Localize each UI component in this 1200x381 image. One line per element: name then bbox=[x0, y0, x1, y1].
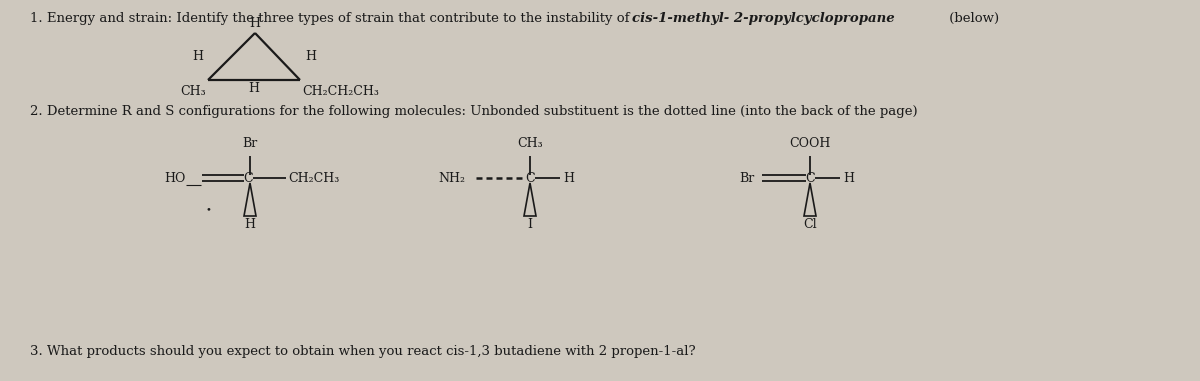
Text: C: C bbox=[805, 173, 815, 186]
Text: cis-1-methyl- 2-propylcyclopropane: cis-1-methyl- 2-propylcyclopropane bbox=[632, 12, 895, 25]
Text: CH₂CH₂CH₃: CH₂CH₂CH₃ bbox=[302, 85, 379, 98]
Text: COOH: COOH bbox=[790, 137, 830, 150]
Text: Br: Br bbox=[242, 137, 258, 150]
Text: CH₃: CH₃ bbox=[517, 137, 542, 150]
Text: H: H bbox=[192, 50, 203, 62]
Text: 1. Energy and strain: Identify the three types of strain that contribute to the : 1. Energy and strain: Identify the three… bbox=[30, 12, 634, 25]
Text: C: C bbox=[526, 173, 535, 186]
Text: Br: Br bbox=[739, 173, 755, 186]
Text: 3. What products should you expect to obtain when you react cis-1,3 butadiene wi: 3. What products should you expect to ob… bbox=[30, 345, 696, 358]
Text: H: H bbox=[245, 218, 256, 231]
Text: H: H bbox=[563, 173, 574, 186]
Text: H: H bbox=[842, 173, 854, 186]
Text: (below): (below) bbox=[946, 12, 1000, 25]
Text: I: I bbox=[528, 218, 533, 231]
Text: Cl: Cl bbox=[803, 218, 817, 231]
Text: H: H bbox=[250, 17, 260, 30]
Text: 2. Determine R and S configurations for the following molecules: Unbonded substi: 2. Determine R and S configurations for … bbox=[30, 105, 918, 118]
Text: H: H bbox=[248, 82, 259, 95]
Text: NH₂: NH₂ bbox=[438, 173, 466, 186]
Text: CH₂CH₃: CH₂CH₃ bbox=[288, 173, 340, 186]
Text: CH₃: CH₃ bbox=[180, 85, 206, 98]
Text: C: C bbox=[244, 173, 253, 186]
Text: HO: HO bbox=[164, 173, 186, 186]
Text: H: H bbox=[305, 50, 316, 62]
Text: •: • bbox=[205, 205, 211, 215]
